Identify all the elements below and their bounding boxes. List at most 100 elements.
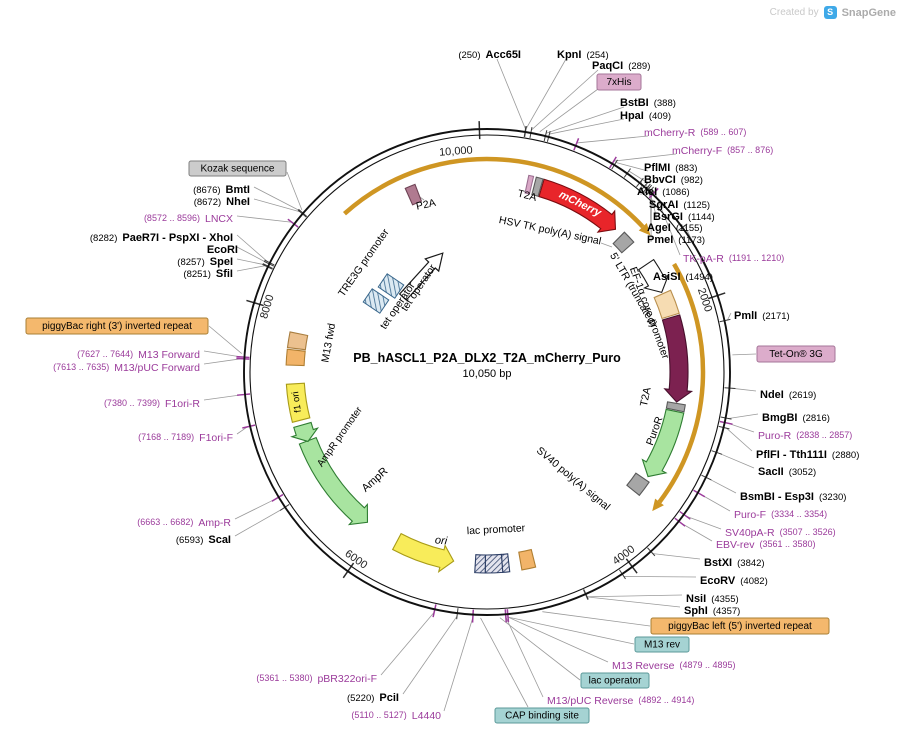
enzyme-label-nsii[interactable]: NsiI (4355) — [686, 593, 739, 605]
t2a-box-right[interactable] — [665, 401, 686, 413]
sv40-pa-box[interactable] — [626, 472, 650, 497]
primer-label-ebv_rev[interactable]: EBV-rev (3561 .. 3580) — [716, 539, 816, 551]
orf-arc[interactable] — [342, 156, 645, 229]
feature-label-amprprom[interactable]: AmpR promoter — [315, 404, 365, 469]
primer-label-f1ori_r[interactable]: (7380 .. 7399) F1ori-R — [104, 398, 200, 410]
enzyme-label-acc65i[interactable]: (250) Acc65I — [458, 49, 521, 61]
tag-label-teton3g_tag[interactable]: Tet-On® 3G — [769, 349, 823, 360]
pb-left-box[interactable] — [518, 548, 537, 571]
enzyme-label-scai[interactable]: (6593) ScaI — [176, 534, 231, 546]
tag-label-pb_right[interactable]: piggyBac right (3') inverted repeat — [42, 321, 192, 332]
pb-right-box[interactable] — [285, 348, 306, 367]
primer-label-l4440[interactable]: (5110 .. 5127) L4440 — [351, 710, 441, 722]
cassette-arc[interactable] — [657, 262, 706, 504]
tag-box-cap_tag[interactable] — [494, 707, 590, 724]
primer-label-puro_f[interactable]: Puro-F (3334 .. 3354) — [734, 509, 827, 521]
feature-label-ampr_feat[interactable]: AmpR — [360, 465, 391, 494]
enzyme-label-pcii[interactable]: (5220) PciI — [347, 692, 399, 704]
feature-label-t2a_right[interactable]: T2A — [638, 386, 654, 407]
primer-label-m13puc_forward[interactable]: (7613 .. 7635) M13/pUC Forward — [53, 362, 200, 374]
cap-binding-box[interactable] — [474, 554, 486, 574]
enzyme-label-hpai[interactable]: HpaI (409) — [620, 110, 671, 122]
enzyme-label-ecori[interactable]: EcoRI — [207, 244, 238, 256]
ampr-promoter-arrow[interactable] — [290, 421, 320, 443]
tag-box-pb_right[interactable] — [25, 317, 209, 335]
enzyme-label-pflfi[interactable]: PflFI - Tth111I (2880) — [756, 449, 859, 461]
p2a-box[interactable] — [404, 183, 423, 206]
primer-label-mcherry_f[interactable]: mCherry-F (857 .. 876) — [672, 145, 773, 157]
enzyme-label-pflmi[interactable]: PflMI (883) — [644, 162, 697, 174]
primer-label-pbr322ori_f[interactable]: (5361 .. 5380) pBR322ori-F — [256, 673, 377, 685]
m13-fwd-box[interactable] — [286, 331, 309, 351]
enzyme-label-agei[interactable]: AgeI (1155) — [647, 222, 703, 234]
tag-box-kozak[interactable] — [188, 160, 287, 177]
plasmid-backbone-outer[interactable] — [243, 128, 731, 616]
feature-label-ori_feat[interactable]: ori — [434, 534, 448, 547]
tet-operator-box[interactable] — [362, 288, 390, 314]
primer-label-puro_r[interactable]: Puro-R (2838 .. 2857) — [758, 430, 852, 442]
tag-box-his7[interactable] — [596, 73, 642, 91]
primer-label-m13puc_reverse[interactable]: M13/pUC Reverse (4892 .. 4914) — [547, 695, 694, 707]
enzyme-label-alei[interactable]: AleI (1086) — [637, 186, 690, 198]
tag-label-m13rev_tag[interactable]: M13 rev — [644, 640, 680, 651]
enzyme-label-bbvci[interactable]: BbvCI (982) — [644, 174, 703, 186]
enzyme-label-bmti[interactable]: (8676) BmtI — [193, 184, 250, 196]
enzyme-label-bstxi[interactable]: BstXI (3842) — [704, 557, 765, 569]
enzyme-label-sacii[interactable]: SacII (3052) — [758, 466, 816, 478]
primer-label-amp_r[interactable]: (6663 .. 6682) Amp-R — [137, 517, 231, 529]
enzyme-label-pmli[interactable]: PmlI (2171) — [734, 310, 790, 322]
primer-label-m13_reverse[interactable]: M13 Reverse (4879 .. 4895) — [612, 660, 736, 672]
ef1a-box[interactable] — [653, 289, 680, 320]
enzyme-label-ndei[interactable]: NdeI (2619) — [760, 389, 816, 401]
tet-operator-box[interactable] — [377, 273, 405, 299]
his-tag-box[interactable] — [524, 174, 535, 195]
puror-arrow[interactable] — [641, 408, 685, 478]
teton3g-arrow[interactable] — [661, 314, 694, 403]
tag-label-kozak[interactable]: Kozak sequence — [201, 164, 275, 175]
primer-label-mcherry_r[interactable]: mCherry-R (589 .. 607) — [644, 127, 746, 139]
enzyme-label-bstbi[interactable]: BstBI (388) — [620, 97, 676, 109]
enzyme-label-ecorv[interactable]: EcoRV (4082) — [700, 575, 768, 587]
tag-box-m13rev_tag[interactable] — [634, 636, 690, 653]
tag-label-lacop_tag[interactable]: lac operator — [589, 676, 642, 687]
tag-box-teton3g_tag[interactable] — [756, 345, 836, 363]
enzyme-label-kpni[interactable]: KpnI (254) — [557, 49, 609, 61]
enzyme-label-bsmbi[interactable]: BsmBI - Esp3I (3230) — [740, 491, 846, 503]
ori-arrow[interactable] — [391, 532, 455, 574]
ampr-arrow[interactable] — [298, 436, 369, 526]
enzyme-label-nhei[interactable]: (8672) NheI — [194, 196, 250, 208]
feature-label-t2a_top[interactable]: T2A — [516, 188, 538, 204]
f1-ori-box[interactable] — [285, 382, 311, 424]
feature-label-sv40pa_feat[interactable]: SV40 poly(A) signal — [534, 445, 612, 513]
primer-label-sv40pa_r[interactable]: SV40pA-R (3507 .. 3526) — [725, 527, 836, 539]
enzyme-label-bsrgi[interactable]: BsrGI (1144) — [653, 211, 715, 223]
feature-label-f1ori_feat[interactable]: f1 ori — [290, 391, 304, 413]
primer-label-lncx[interactable]: (8572 .. 8596) LNCX — [144, 213, 233, 225]
tag-label-his7[interactable]: 7xHis — [606, 77, 631, 88]
feature-label-m13fwd_feat[interactable]: M13 fwd — [319, 322, 338, 363]
enzyme-label-pmei[interactable]: PmeI (1173) — [647, 234, 705, 246]
tag-box-pb_left[interactable] — [650, 617, 830, 635]
enzyme-label-sphi[interactable]: SphI (4357) — [684, 605, 740, 617]
lac-promoter-box[interactable] — [484, 553, 504, 574]
enzyme-label-sgrai[interactable]: SgrAI (1125) — [649, 199, 710, 211]
primer-label-f1ori_f[interactable]: (7168 .. 7189) F1ori-F — [138, 432, 233, 444]
feature-label-p2a[interactable]: P2A — [415, 197, 437, 213]
feature-label-lacprom[interactable]: lac promoter — [467, 522, 526, 537]
tag-label-pb_left[interactable]: piggyBac left (5') inverted repeat — [668, 621, 812, 632]
tag-label-cap_tag[interactable]: CAP binding site — [505, 711, 579, 722]
primer-label-tk_pa_r[interactable]: TK-pA-R (1191 .. 1210) — [683, 253, 784, 265]
primer-label-m13_forward[interactable]: (7627 .. 7644) M13 Forward — [77, 349, 200, 361]
enzyme-label-paqci[interactable]: PaqCI (289) — [592, 60, 650, 72]
hsv-tk-pa-box[interactable] — [612, 231, 635, 254]
enzyme-label-spei[interactable]: (8257) SpeI — [177, 256, 233, 268]
enzyme-label-sfii[interactable]: (8251) SfiI — [183, 268, 233, 280]
enzyme-label-asisi[interactable]: AsiSI (1494) — [653, 271, 713, 283]
tag-box-lacop_tag[interactable] — [580, 672, 650, 689]
tre3g-promoter-arrow[interactable] — [398, 252, 444, 301]
ltr5-arrow[interactable] — [637, 258, 670, 294]
t2a-box-top[interactable] — [531, 176, 544, 197]
enzyme-label-paer7i[interactable]: (8282) PaeR7I - PspXI - XhoI — [90, 232, 233, 244]
enzyme-label-bmgbi[interactable]: BmgBI (2816) — [762, 412, 830, 424]
mcherry-arrow[interactable] — [538, 178, 617, 233]
